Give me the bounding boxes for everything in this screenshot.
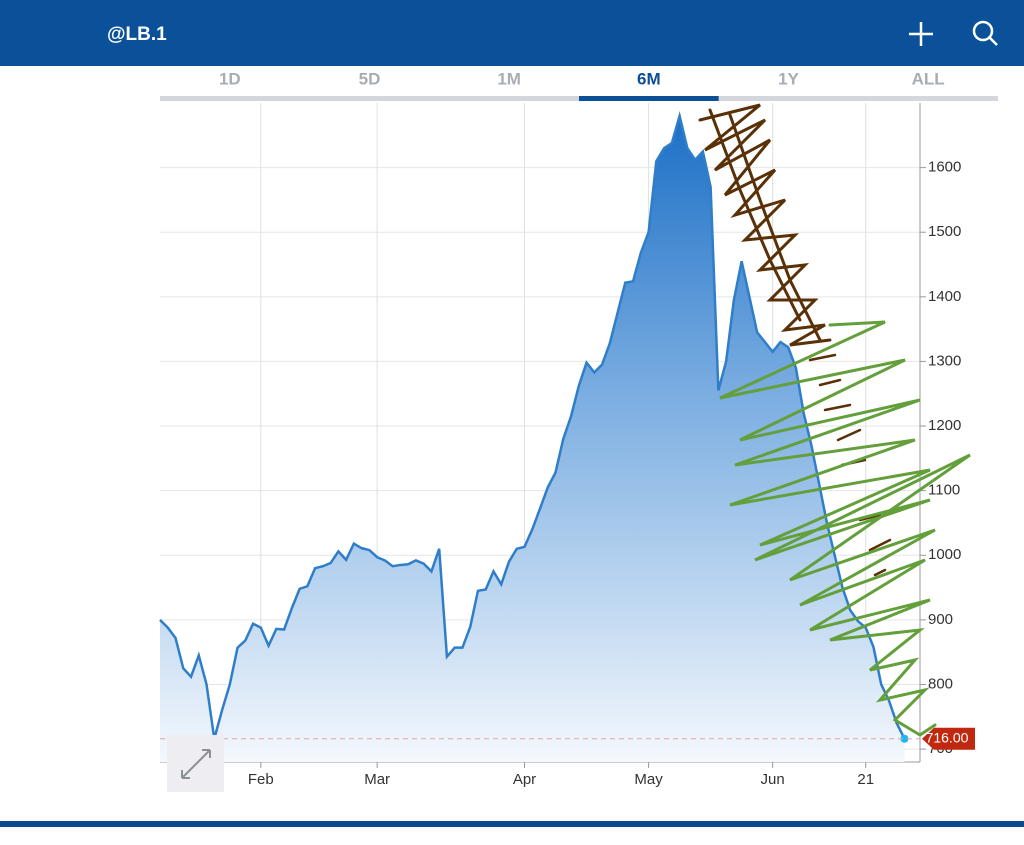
x-tick-label: Feb (248, 771, 274, 788)
y-tick-label: 900 (928, 611, 953, 628)
y-tick-label: 1100 (928, 482, 960, 499)
expand-icon (181, 749, 211, 779)
y-tick-label: 1600 (928, 159, 961, 176)
price-line (159, 111, 906, 740)
tab[interactable]: ALL (912, 69, 945, 88)
x-tick-label: Jun (761, 771, 785, 788)
y-tick-label: 1300 (928, 352, 961, 369)
y-tick-label: 800 (928, 675, 953, 692)
chart: 7008009001000110012001300140015001600Feb… (159, 103, 975, 788)
tab[interactable]: 1M (497, 69, 521, 88)
header-title: @LB.1 (107, 24, 167, 45)
expand-button[interactable] (167, 735, 224, 792)
scribbles (698, 103, 971, 737)
tab[interactable]: 5D (359, 69, 381, 88)
tab[interactable]: 6M (637, 69, 661, 88)
search-button[interactable] (972, 20, 998, 46)
tab-bar: 1D 5D 1M 6M 1Y ALL (160, 69, 998, 101)
x-tick-label: Mar (364, 771, 390, 788)
last-price-badge (922, 727, 975, 750)
tab[interactable]: 1Y (778, 69, 799, 88)
last-point (900, 734, 909, 743)
y-tick-label: 1500 (928, 223, 961, 240)
last-price-label: 716.00 (926, 729, 969, 745)
tab-selected-underline (579, 96, 719, 101)
x-tick-label: 21 (857, 771, 874, 788)
tab[interactable]: 1D (219, 69, 241, 88)
y-tick-label: 1000 (928, 546, 961, 563)
y-tick-label: 1400 (928, 288, 961, 305)
area-fill (160, 115, 905, 762)
y-tick-label: 1200 (928, 417, 961, 434)
x-tick-label: Apr (513, 771, 536, 788)
header-bar (0, 0, 1024, 66)
x-tick-label: May (634, 771, 663, 788)
add-button[interactable] (909, 22, 933, 46)
